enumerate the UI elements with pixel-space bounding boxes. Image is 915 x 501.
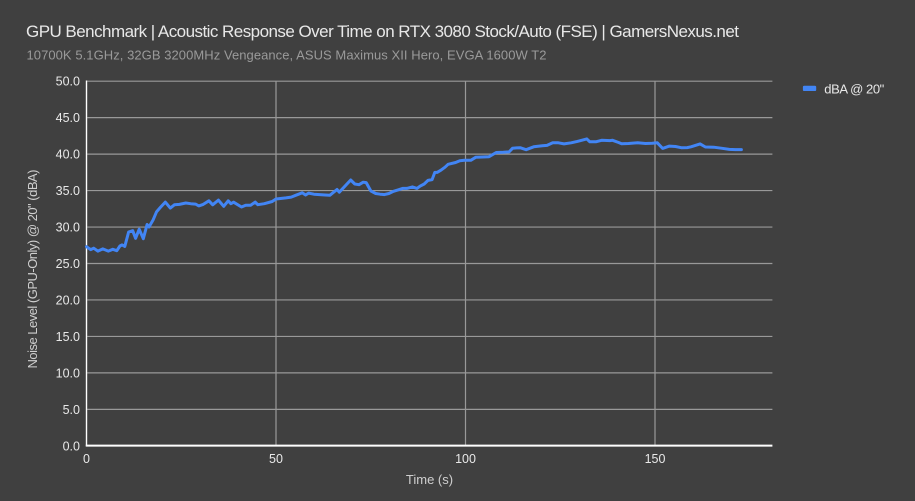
svg-text:10.0: 10.0 <box>56 366 80 380</box>
svg-text:5.0: 5.0 <box>63 403 80 417</box>
svg-text:Noise Level (GPU-Only) @ 20" (: Noise Level (GPU-Only) @ 20" (dBA) <box>25 170 40 369</box>
svg-text:20.0: 20.0 <box>56 293 80 307</box>
svg-text:15.0: 15.0 <box>56 330 80 344</box>
svg-text:45.0: 45.0 <box>56 111 80 125</box>
svg-text:30.0: 30.0 <box>56 221 80 235</box>
svg-text:Time (s): Time (s) <box>406 472 453 487</box>
svg-text:10700K 5.1GHz, 32GB 3200MHz Ve: 10700K 5.1GHz, 32GB 3200MHz Vengeance, A… <box>27 47 547 62</box>
svg-text:dBA @ 20": dBA @ 20" <box>824 81 884 96</box>
svg-text:GPU Benchmark | Acoustic Respo: GPU Benchmark | Acoustic Response Over T… <box>26 22 739 41</box>
svg-text:100: 100 <box>455 452 476 466</box>
svg-text:0: 0 <box>83 452 90 466</box>
svg-text:0.0: 0.0 <box>63 439 80 453</box>
svg-text:40.0: 40.0 <box>56 148 80 162</box>
svg-text:50: 50 <box>269 452 283 466</box>
svg-text:50.0: 50.0 <box>56 75 80 89</box>
svg-text:150: 150 <box>645 452 666 466</box>
svg-text:35.0: 35.0 <box>56 184 80 198</box>
svg-text:25.0: 25.0 <box>56 257 80 271</box>
